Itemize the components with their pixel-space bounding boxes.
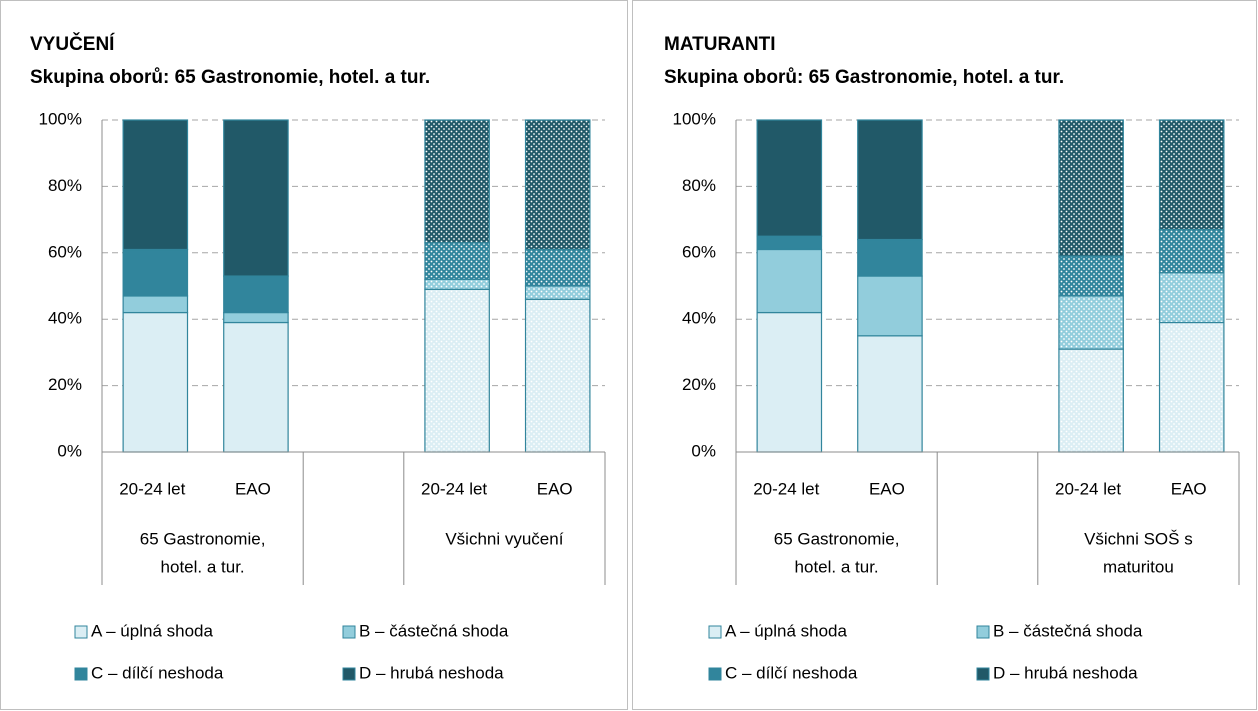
bar-segment <box>1058 295 1124 350</box>
bar-segment <box>1158 272 1225 324</box>
group-label: Všichni vyučení <box>445 529 563 548</box>
chart-title: VYUČENÍ <box>30 33 115 55</box>
group-label: 65 Gastronomie, <box>774 529 900 548</box>
bar-segment <box>1158 321 1225 453</box>
legend-label: C – dílčí neshoda <box>91 663 224 682</box>
y-tick-label: 80% <box>682 176 716 195</box>
panel-border <box>0 0 628 710</box>
y-tick-label: 40% <box>48 309 82 328</box>
legend-label: C – dílčí neshoda <box>725 663 858 682</box>
legend-label: A – úplná shoda <box>725 621 847 640</box>
bar-segment <box>756 235 823 251</box>
group-label: Všichni SOŠ s <box>1084 529 1193 548</box>
x-tick-label: 20-24 let <box>753 479 819 498</box>
bar-segment <box>122 311 189 453</box>
legend-swatch <box>976 625 990 639</box>
bar-segment <box>1058 348 1124 453</box>
bar-segment <box>1158 119 1225 231</box>
bar-segment <box>524 119 591 251</box>
x-tick-label: EAO <box>1171 479 1207 498</box>
legend-label: D – hrubá neshoda <box>359 663 504 682</box>
y-tick-label: 60% <box>48 242 82 261</box>
group-label: 65 Gastronomie, <box>140 529 266 548</box>
x-tick-label: EAO <box>235 479 271 498</box>
bar-segment <box>1058 119 1124 257</box>
legend-label: B – částečná shoda <box>993 621 1143 640</box>
bar-segment <box>1058 255 1124 297</box>
y-tick-label: 0% <box>691 441 716 460</box>
legend-swatch <box>708 625 722 639</box>
bar-segment <box>857 238 923 277</box>
chart-title: MATURANTI <box>664 34 776 55</box>
bar-segment <box>424 288 490 453</box>
chart-subtitle: Skupina oborů: 65 Gastronomie, hotel. a … <box>30 67 430 88</box>
legend-swatch <box>74 625 88 639</box>
bar-segment <box>122 295 189 314</box>
bar-segment <box>122 119 189 251</box>
bar-segment <box>223 119 289 277</box>
x-tick-label: 20-24 let <box>1055 479 1121 498</box>
group-label: hotel. a tur. <box>161 557 245 576</box>
bar-segment <box>756 248 823 314</box>
bar-segment <box>223 321 289 453</box>
bar-segment <box>857 335 923 453</box>
group-label: maturitou <box>1103 557 1174 576</box>
x-tick-label: 20-24 let <box>119 479 185 498</box>
bar-segment <box>1158 228 1225 274</box>
bar-segment <box>223 311 289 324</box>
legend-swatch <box>708 667 722 681</box>
y-tick-label: 60% <box>682 242 716 261</box>
x-tick-label: EAO <box>537 479 573 498</box>
legend-swatch <box>342 625 356 639</box>
legend-label: A – úplná shoda <box>91 621 213 640</box>
legend-swatch <box>74 667 88 681</box>
bar-segment <box>424 242 490 280</box>
chart-subtitle: Skupina oborů: 65 Gastronomie, hotel. a … <box>664 67 1064 88</box>
y-tick-label: 0% <box>57 441 82 460</box>
y-tick-label: 20% <box>682 375 716 394</box>
bar-segment <box>524 248 591 287</box>
bar-segment <box>424 278 490 290</box>
bar-segment <box>756 311 823 453</box>
bar-segment <box>524 298 591 453</box>
legend-label: D – hrubá neshoda <box>993 663 1138 682</box>
y-tick-label: 80% <box>48 176 82 195</box>
x-tick-label: 20-24 let <box>421 479 487 498</box>
bar-segment <box>857 119 923 241</box>
y-tick-label: 20% <box>48 375 82 394</box>
y-tick-label: 40% <box>682 309 716 328</box>
y-tick-label: 100% <box>39 109 82 128</box>
legend-swatch <box>342 667 356 681</box>
bar-segment <box>524 285 591 300</box>
legend-label: B – částečná shoda <box>359 621 509 640</box>
x-tick-label: EAO <box>869 479 905 498</box>
bar-segment <box>122 248 189 297</box>
bar-segment <box>756 119 823 237</box>
bar-segment <box>857 275 923 337</box>
group-label: hotel. a tur. <box>795 557 879 576</box>
y-tick-label: 100% <box>673 109 716 128</box>
bar-segment <box>424 119 490 244</box>
bar-segment <box>223 275 289 314</box>
legend-swatch <box>976 667 990 681</box>
